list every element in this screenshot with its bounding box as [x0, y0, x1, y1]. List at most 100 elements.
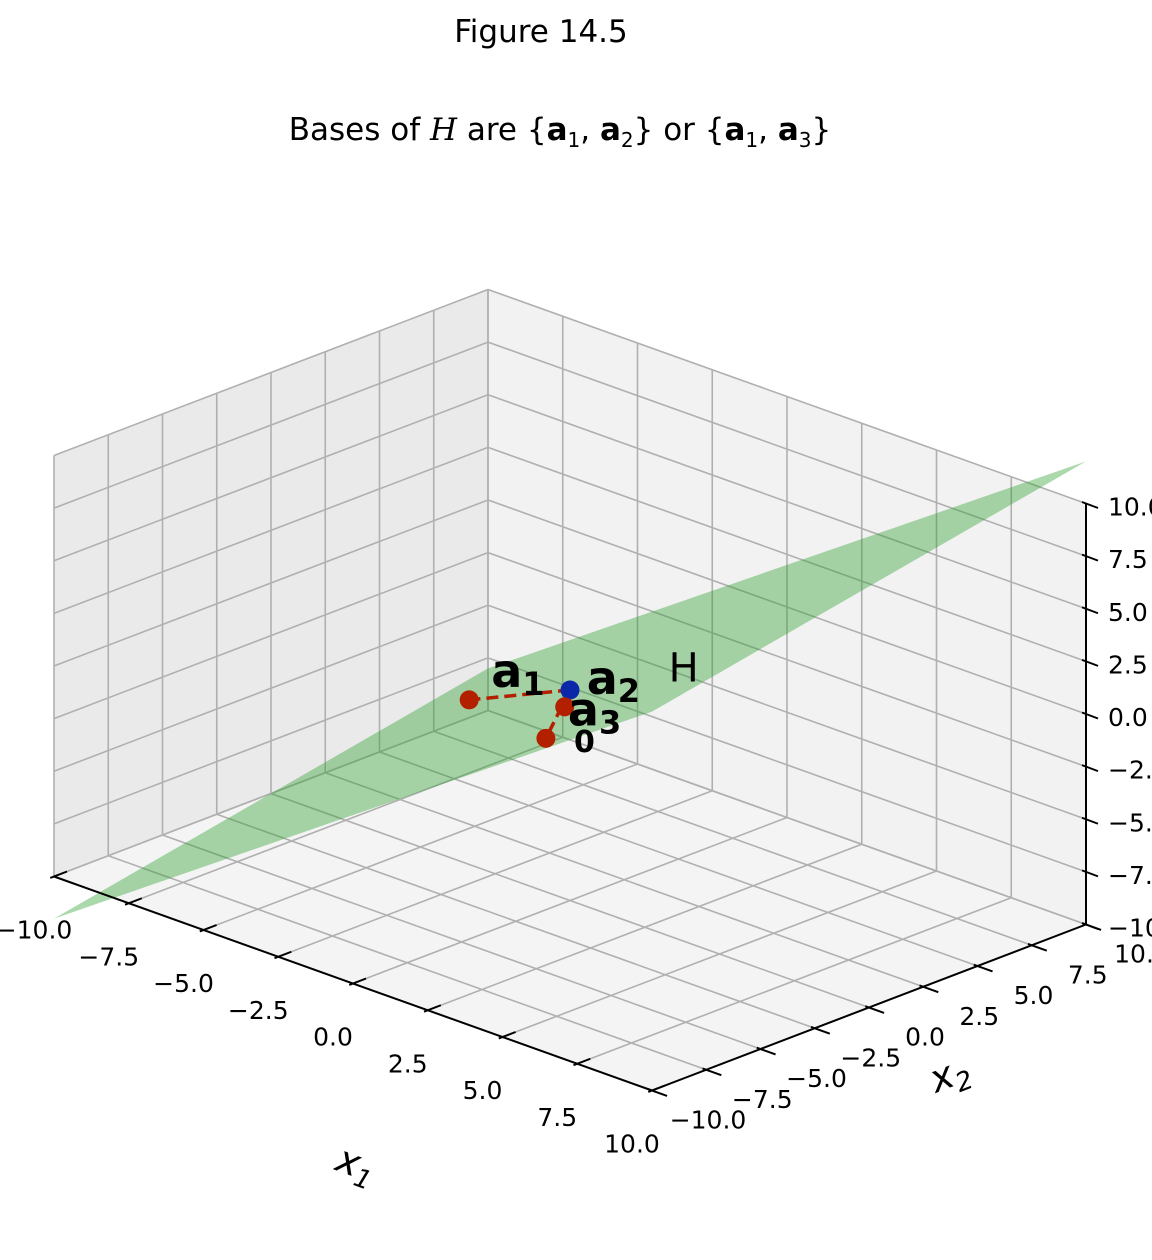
- y-tick: [864, 1005, 885, 1014]
- title-sub: 2: [620, 128, 634, 153]
- z-tick-label: 5.0: [1108, 598, 1148, 627]
- y-tick-label: −2.5: [840, 1043, 901, 1072]
- z-tick: [1081, 658, 1099, 667]
- chart-title: Bases of H are {a1, a2} or {a1, a3}: [288, 112, 832, 153]
- title-vec-a: a: [724, 112, 746, 148]
- grid-line-side-z: [53, 341, 489, 509]
- x-tick-label: −5.0: [153, 969, 214, 998]
- z-tick: [1081, 869, 1099, 878]
- x-tick-label: 2.5: [388, 1049, 428, 1078]
- y-tick: [919, 984, 939, 994]
- x-tick: [573, 1057, 591, 1067]
- y-tick-label: −5.0: [786, 1064, 847, 1093]
- z-tick-label: 0.0: [1108, 703, 1148, 732]
- x-tick-label: 10.0: [604, 1130, 660, 1159]
- grid-line-floor-y: [487, 709, 1087, 926]
- y-tick-label: 2.5: [959, 1002, 999, 1031]
- title-vec-a: a: [777, 112, 799, 148]
- y-tick-label: 0.0: [905, 1023, 945, 1052]
- grid-line-back-z: [487, 341, 1087, 557]
- y-tick: [810, 1025, 831, 1035]
- title-symbol-h: H: [429, 112, 458, 148]
- x-tick: [498, 1031, 516, 1040]
- x-tick: [49, 870, 68, 879]
- grid-line-floor-x: [427, 843, 863, 1011]
- x-tick-label: 0.0: [313, 1023, 353, 1052]
- grid-line-side-z: [53, 288, 489, 457]
- grid-line-side-z: [53, 499, 489, 667]
- z-tick-label: −10.0: [1108, 914, 1152, 943]
- point-a2: [555, 697, 575, 717]
- z-tick: [1081, 711, 1099, 720]
- y-tick-label: −7.5: [732, 1085, 793, 1114]
- x-tick-label: 7.5: [537, 1103, 577, 1132]
- y-tick: [1081, 922, 1102, 931]
- figure-title: Figure 14.5: [454, 14, 628, 50]
- point-label-a2: a2: [587, 651, 640, 710]
- grid-line-floor-y: [270, 792, 870, 1009]
- grid-line-back-z: [487, 446, 1087, 663]
- z-tick: [1081, 764, 1099, 773]
- title-or: } or {: [633, 112, 725, 148]
- vectors: [459, 680, 580, 748]
- y-tick: [756, 1046, 776, 1056]
- y-tick-label: −10.0: [670, 1106, 747, 1135]
- title-sub: 1: [567, 128, 581, 153]
- z-tick-label: 7.5: [1108, 545, 1148, 574]
- z-tick-label: −7.5: [1108, 861, 1152, 890]
- x-axis-label: x1: [328, 1136, 383, 1197]
- x-tick: [647, 1084, 666, 1093]
- x-tick: [199, 924, 217, 933]
- point-label-a3: a3: [568, 682, 621, 741]
- origin-label: 0: [574, 725, 595, 760]
- x-tick: [124, 897, 143, 906]
- x-tick: [423, 1004, 442, 1013]
- y-tick: [702, 1067, 722, 1077]
- plane-label: H: [669, 646, 699, 692]
- title-sub: 1: [745, 128, 759, 153]
- z-tick: [1081, 553, 1099, 562]
- x-tick-label: −7.5: [78, 942, 139, 971]
- point-a3: [536, 728, 556, 748]
- x-tick-label: −10.0: [0, 916, 72, 945]
- grid-line-back-z: [487, 393, 1087, 610]
- title-suffix: }: [811, 112, 832, 148]
- z-tick: [1081, 816, 1099, 825]
- grid-line-floor-x: [502, 870, 937, 1038]
- grid-line-floor-y: [379, 751, 978, 967]
- y-tick-label: 5.0: [1014, 981, 1054, 1010]
- z-tick-label: 2.5: [1108, 650, 1148, 679]
- y-tick: [1027, 942, 1048, 952]
- z-tick-label: −5.0: [1108, 808, 1152, 837]
- x-tick: [348, 977, 367, 986]
- y-tick-label: 10.0: [1114, 940, 1152, 969]
- y-tick-label: 7.5: [1068, 960, 1108, 989]
- grid-line-back-z: [487, 288, 1087, 505]
- grid-line-floor-y: [324, 771, 924, 988]
- title-sub: 3: [798, 128, 812, 153]
- grid-line-floor-y: [433, 730, 1033, 947]
- x-tick-label: 5.0: [463, 1076, 503, 1105]
- point-origin: [560, 680, 580, 700]
- point-label-a1: a1: [491, 644, 544, 703]
- grid-line-side-z: [53, 394, 489, 562]
- z-tick: [1081, 606, 1099, 615]
- x-tick-label: −2.5: [228, 996, 289, 1025]
- point-a1: [459, 690, 479, 710]
- title-prefix: Bases of: [288, 112, 430, 148]
- z-tick-label: −2.5: [1108, 756, 1152, 785]
- z-tick-label: 10.0: [1108, 493, 1152, 522]
- y-tick: [973, 963, 993, 973]
- x-tick: [274, 950, 292, 960]
- title-middle: are {: [457, 112, 547, 148]
- title-vec-a: a: [546, 112, 568, 148]
- y-axis-label: x2: [922, 1046, 977, 1107]
- grid-line-floor-x: [576, 897, 1012, 1065]
- z-tick: [1081, 501, 1099, 509]
- grid-line-side-z: [53, 446, 489, 615]
- axes: −10.0−10.0−10.0−7.5−7.5−7.5−5.0−5.0−5.0−…: [0, 493, 1152, 1197]
- title-vec-a: a: [599, 112, 621, 148]
- grid-line-back-z: [487, 499, 1087, 715]
